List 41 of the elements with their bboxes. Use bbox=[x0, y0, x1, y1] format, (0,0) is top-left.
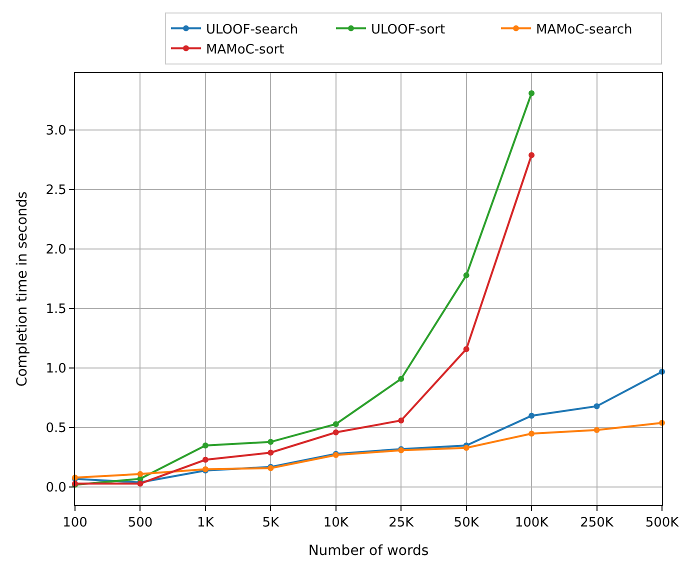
point bbox=[202, 456, 208, 463]
point bbox=[528, 90, 535, 96]
point bbox=[463, 346, 470, 352]
y-tick-label: 0.0 bbox=[46, 480, 66, 496]
x-tick-label: 500K bbox=[645, 516, 680, 531]
x-tick-label: 100 bbox=[62, 516, 88, 531]
point bbox=[398, 418, 404, 424]
y-tick-label: 2.5 bbox=[46, 183, 66, 198]
legend-label: ULOOF-sort bbox=[371, 22, 446, 38]
x-tick-label: 1K bbox=[197, 516, 214, 531]
y-tick-label: 0.5 bbox=[46, 421, 66, 436]
point bbox=[594, 403, 600, 410]
x-tick-label: 500 bbox=[128, 516, 153, 531]
y-tick-label: 1.0 bbox=[46, 362, 66, 377]
point bbox=[528, 412, 535, 419]
x-tick-label: 25K bbox=[388, 516, 414, 531]
x-tick-label: 50K bbox=[454, 516, 480, 531]
x-tick-label: 5K bbox=[262, 516, 280, 531]
x-tick-label: 10K bbox=[323, 516, 349, 531]
point bbox=[463, 272, 470, 278]
point bbox=[332, 429, 339, 436]
point bbox=[268, 438, 274, 445]
y-tick-label: 1.5 bbox=[46, 302, 66, 318]
x-axis-title: Number of words bbox=[308, 542, 429, 559]
point bbox=[202, 442, 208, 448]
point bbox=[398, 376, 404, 382]
x-tick-label: 100K bbox=[514, 516, 549, 531]
point bbox=[137, 471, 144, 478]
point bbox=[528, 430, 535, 437]
x-tick-label: 250K bbox=[580, 516, 614, 531]
point bbox=[268, 450, 274, 456]
legend-label: MAMoC-search bbox=[536, 22, 632, 38]
y-tick-label: 2.0 bbox=[46, 242, 66, 258]
point bbox=[332, 421, 339, 428]
y-tick-label: 3.0 bbox=[46, 124, 66, 139]
legend-label: ULOOF-search bbox=[206, 22, 298, 38]
point bbox=[463, 444, 470, 451]
point bbox=[594, 427, 600, 434]
y-axis-title: Completion time in seconds bbox=[14, 191, 30, 387]
legend-label: MAMoC-sort bbox=[206, 42, 284, 58]
point bbox=[528, 152, 535, 158]
